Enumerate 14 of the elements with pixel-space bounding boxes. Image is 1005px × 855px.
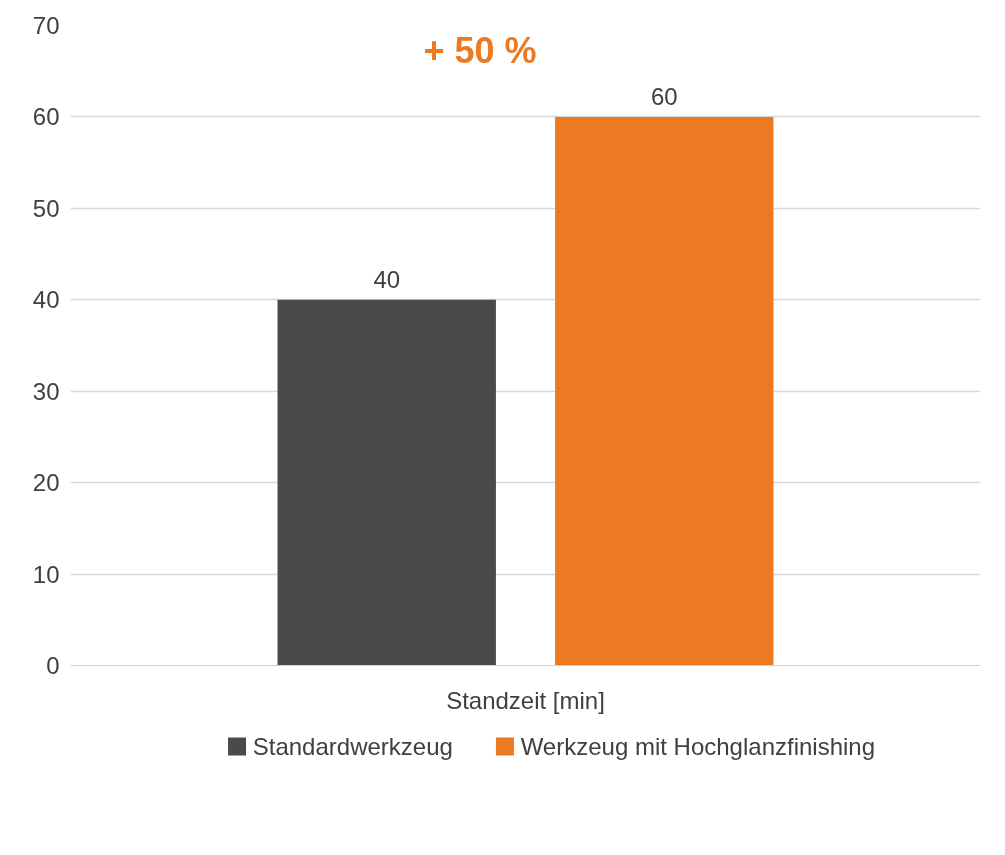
legend-label: Standardwerkzeug	[252, 733, 453, 760]
data-label: 60	[650, 82, 678, 110]
annotation: + 50 %	[423, 29, 537, 71]
y-tick-label: 60	[32, 103, 60, 131]
x-tick-label: Standzeit [min]	[446, 686, 605, 714]
y-tick-label: 0	[46, 652, 60, 679]
y-tick-label: 10	[32, 560, 60, 588]
y-tick-label: 30	[32, 377, 60, 405]
y-tick-label: 20	[32, 469, 60, 497]
data-label: 40	[373, 265, 401, 293]
legend-label: Werkzeug mit Hochglanzfinishing	[520, 733, 876, 760]
y-tick-label: 50	[32, 194, 60, 222]
y-tick-label: 70	[32, 12, 60, 39]
y-tick-label: 40	[32, 286, 60, 314]
